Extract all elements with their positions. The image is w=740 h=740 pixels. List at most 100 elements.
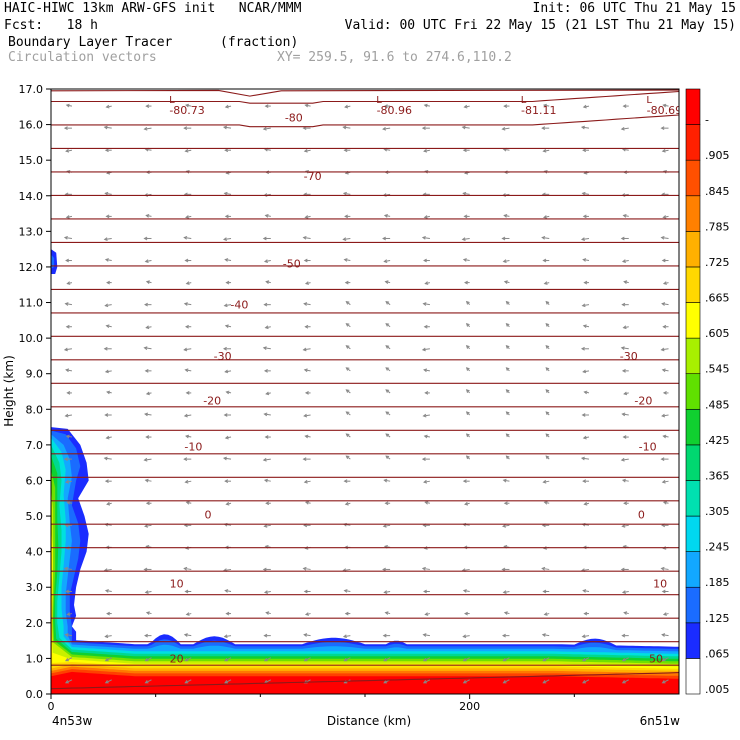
vector-arrow [143, 567, 152, 572]
vector-arrow [144, 657, 152, 662]
vector-head [304, 391, 309, 395]
header-line1-right: Init: 06 UTC Thu 21 May 15 [532, 1, 737, 16]
x-endpoint-right: 6n51w [640, 714, 681, 728]
vector-head [345, 389, 350, 393]
vector-head [303, 657, 308, 662]
vector-arrow [542, 258, 550, 263]
vector-arrow [545, 389, 550, 394]
vector-head [580, 237, 585, 241]
vector-arrow [104, 657, 112, 662]
vector-arrow [224, 148, 232, 153]
vector-head [342, 191, 347, 196]
vector-shaft [581, 457, 590, 460]
vector-head [385, 301, 390, 305]
vector-arrow [423, 215, 430, 219]
vector-head [505, 411, 510, 416]
vector-arrow [304, 324, 311, 329]
vector-arrow [65, 657, 73, 662]
field-name: Boundary Layer Tracer [8, 35, 173, 50]
vector-head [505, 433, 510, 438]
vector-shaft [622, 524, 629, 527]
vector-shaft [502, 524, 510, 527]
vector-arrow [183, 457, 192, 461]
vector-head [662, 391, 667, 395]
vector-shaft [185, 679, 192, 684]
colorbar-box [685, 302, 701, 339]
vector-head [421, 566, 426, 571]
vector-head [503, 214, 508, 218]
vector-head [145, 104, 150, 108]
vector-shaft [621, 458, 629, 461]
vector-head [185, 546, 190, 550]
vector-head [383, 590, 388, 594]
vector-arrow [63, 457, 72, 461]
colorbar-label: .125 [705, 612, 730, 625]
vector-arrow [345, 367, 351, 372]
vector-head [423, 479, 428, 484]
vector-head [465, 345, 470, 349]
vector-head [462, 148, 467, 153]
vector-head [541, 633, 546, 637]
vector-arrow [263, 302, 271, 307]
vector-head [343, 479, 348, 484]
vector-arrow [545, 455, 550, 460]
vector-head [382, 524, 387, 528]
vector-arrow [263, 590, 271, 594]
vector-arrow [462, 191, 470, 196]
vector-arrow [342, 125, 351, 130]
vector-shaft [462, 568, 470, 571]
vector-head [345, 301, 350, 305]
vector-head [422, 680, 427, 684]
vector-head [222, 237, 228, 241]
vector-arrow [422, 679, 431, 684]
y-axis-label: Height (km) [2, 355, 16, 426]
vector-head [65, 434, 70, 439]
vector-head [144, 524, 149, 528]
vector-arrow [262, 567, 271, 572]
vector-arrow [345, 323, 351, 328]
tracer-blob [51, 254, 55, 269]
vector-head [501, 633, 506, 638]
vector-head [185, 169, 190, 174]
vector-head [541, 235, 546, 240]
vector-shaft [542, 657, 550, 662]
minimum-marker: L [376, 95, 382, 106]
vector-arrow [462, 258, 470, 262]
vector-head [66, 169, 71, 174]
vector-arrow [465, 433, 471, 438]
header-line1-left: HAIC-HIWC 13km ARW-GFS init NCAR/MMM [4, 1, 302, 16]
vector-arrow [65, 434, 73, 439]
vector-arrow [65, 589, 72, 594]
vector-head [662, 434, 667, 439]
vector-arrow [661, 679, 669, 684]
vector-head [343, 258, 348, 262]
vector-arrow [303, 368, 311, 373]
vector-shaft [263, 347, 271, 350]
vector-shaft [263, 127, 271, 130]
vector-head [661, 680, 666, 684]
vector-arrow [65, 148, 73, 153]
minimum-label: -80.69 [647, 104, 682, 117]
x-tick-label: 200 [459, 700, 480, 713]
vector-arrow [225, 280, 232, 285]
vector-arrow [263, 657, 272, 662]
vector-shaft [224, 304, 232, 307]
vector-shaft [224, 657, 232, 662]
vector-head [541, 126, 546, 131]
vector-head [104, 191, 109, 196]
vector-head [304, 215, 309, 219]
vector-arrow [145, 280, 152, 284]
vector-arrow [302, 457, 311, 461]
contour-label: -20 [203, 394, 221, 407]
vector-arrow [103, 125, 112, 130]
vector-head [662, 324, 667, 329]
vector-arrow [382, 633, 391, 638]
vector-arrow [501, 126, 510, 131]
colorbar-label: .605 [705, 327, 730, 340]
vector-arrow [502, 590, 510, 594]
vector-shaft [662, 303, 669, 306]
vector-arrow [224, 657, 232, 662]
vector-arrow [383, 104, 391, 108]
colorbar-box [685, 373, 701, 410]
